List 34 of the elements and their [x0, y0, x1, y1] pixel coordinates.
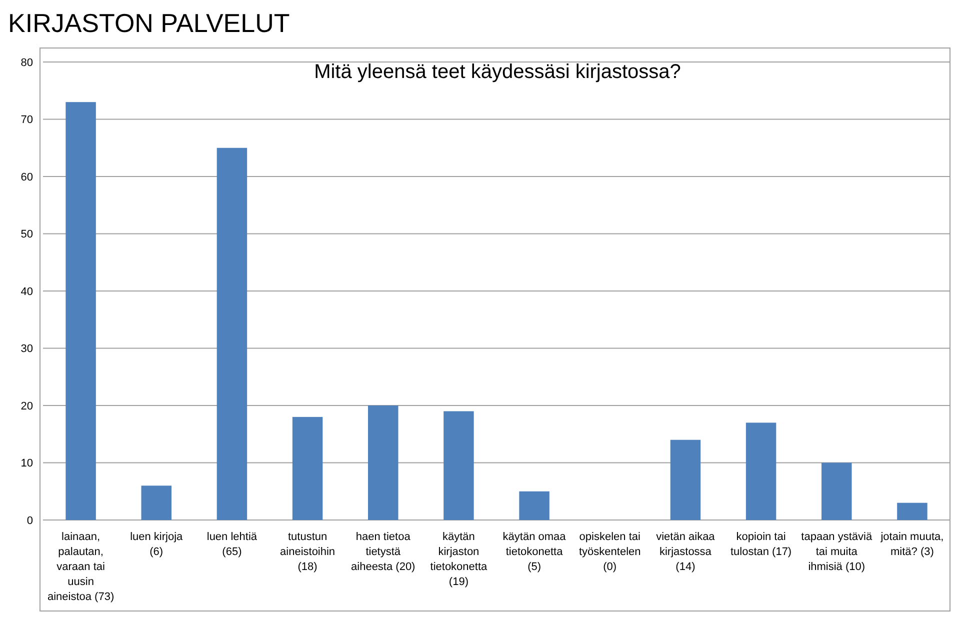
x-tick-label: jotain muuta, mitä? (3) — [880, 531, 944, 558]
bar — [368, 406, 398, 520]
x-tick-label: opiskelen tai työskentelen (0) — [578, 531, 641, 573]
y-tick-label: 60 — [20, 171, 33, 184]
chart-title: KIRJASTON PALVELUT — [8, 8, 290, 38]
bar — [822, 462, 852, 520]
x-tick-label: luen kirjoja (6) — [130, 531, 184, 558]
x-tick-label: lainaan, palautan, varaan tai uusin aineistoa (73) — [47, 531, 114, 603]
bar — [292, 416, 323, 520]
y-tick-label: 40 — [20, 286, 33, 298]
bar — [141, 486, 172, 520]
bar — [746, 422, 776, 520]
chart-subtitle: Mitä yleensä teet käydessäsi kirjastossa? — [314, 61, 681, 83]
bar — [444, 411, 474, 520]
bar — [897, 502, 928, 520]
bar — [519, 491, 550, 520]
x-tick-label: tapaan ystäviä tai muita ihmisiä (10) — [801, 531, 873, 573]
y-tick-label: 0 — [26, 514, 33, 527]
x-tick-label: käytän omaa tietokonetta (5) — [502, 531, 567, 573]
x-tick-label: vietän aikaa kirjastossa (14) — [656, 531, 716, 573]
bar — [216, 148, 248, 520]
bar — [670, 440, 701, 520]
y-tick-label: 70 — [20, 114, 33, 126]
y-tick-label: 20 — [20, 400, 33, 412]
y-tick-label: 80 — [20, 56, 33, 69]
x-tick-label: tutustun aineistoihin (18) — [280, 531, 336, 573]
y-tick-label: 50 — [20, 228, 33, 241]
x-tick-label: haen tietoa tietystä aiheesta (20) — [351, 531, 416, 573]
y-tick-label: 10 — [20, 458, 33, 470]
x-tick-label: käytän kirjaston tietokonetta (19) — [430, 531, 488, 588]
x-tick-label: luen lehtiä (65) — [206, 531, 258, 558]
x-tick-label: kopioin tai tulostan (17) — [730, 531, 792, 558]
bar — [66, 102, 96, 520]
y-tick-label: 30 — [20, 343, 33, 356]
